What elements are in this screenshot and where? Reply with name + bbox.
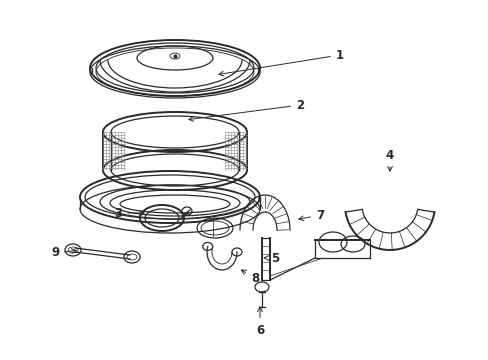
Text: 9: 9 bbox=[51, 247, 76, 260]
Text: 3: 3 bbox=[114, 207, 144, 220]
Text: 7: 7 bbox=[298, 208, 324, 221]
Text: 1: 1 bbox=[218, 49, 344, 76]
Text: 4: 4 bbox=[385, 149, 393, 171]
Text: 2: 2 bbox=[188, 99, 304, 121]
Text: 6: 6 bbox=[255, 307, 264, 337]
Text: 5: 5 bbox=[264, 252, 279, 265]
Text: 8: 8 bbox=[241, 270, 259, 284]
